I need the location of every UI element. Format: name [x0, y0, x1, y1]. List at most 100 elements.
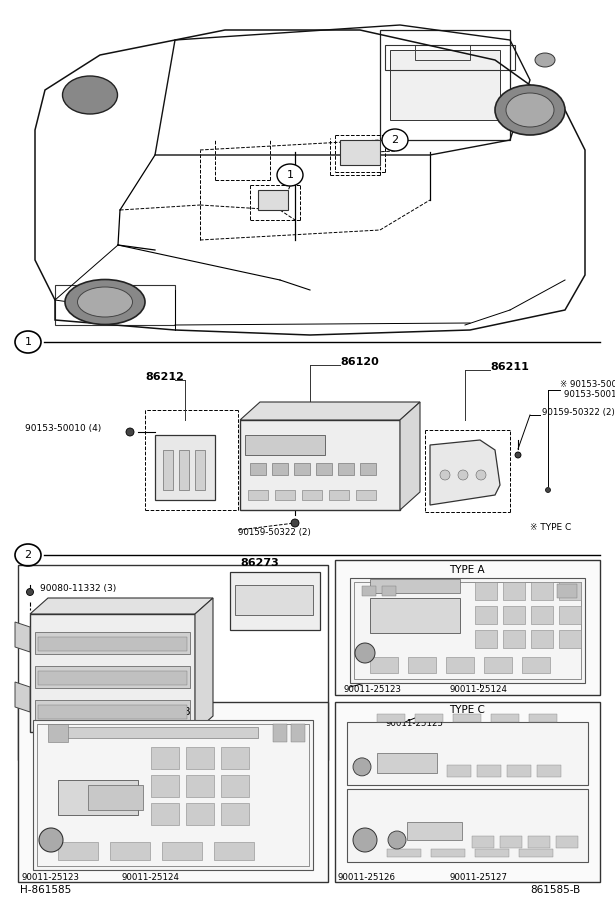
Ellipse shape [63, 76, 117, 114]
Bar [30, 614, 195, 732]
Bar [354, 582, 581, 679]
Text: ※ 90153-50010 (3): ※ 90153-50010 (3) [560, 380, 615, 389]
Bar [370, 598, 460, 633]
Text: 90011-25127: 90011-25127 [450, 872, 508, 881]
Bar [258, 190, 288, 210]
Text: 90153-50010 (4): 90153-50010 (4) [25, 424, 101, 433]
Ellipse shape [277, 164, 303, 186]
Text: 90011-25123: 90011-25123 [21, 872, 79, 881]
Bar [230, 572, 320, 630]
Polygon shape [430, 440, 500, 505]
Bar [179, 450, 189, 490]
Text: TYPE A: TYPE A [449, 565, 485, 575]
Bar [475, 849, 509, 857]
Text: 1: 1 [287, 170, 293, 180]
Bar [37, 724, 309, 866]
Text: 86275A: 86275A [80, 737, 127, 747]
Bar [162, 842, 202, 860]
Text: 86120: 86120 [340, 357, 379, 367]
Ellipse shape [65, 280, 145, 325]
Bar [503, 606, 525, 624]
Bar [338, 463, 354, 475]
Text: 861585-B: 861585-B [530, 885, 580, 895]
Bar [275, 490, 295, 500]
Bar [35, 632, 190, 654]
Text: 90080-11332 (3): 90080-11332 (3) [40, 583, 116, 592]
Bar [302, 490, 322, 500]
Bar [559, 630, 581, 648]
Bar [500, 836, 522, 848]
Bar [186, 803, 214, 825]
Bar [453, 714, 481, 722]
Polygon shape [240, 402, 420, 420]
Ellipse shape [506, 93, 554, 127]
Polygon shape [195, 598, 213, 732]
Bar [347, 789, 588, 862]
Bar [55, 285, 175, 325]
Bar [350, 578, 585, 683]
Bar [537, 765, 561, 777]
Ellipse shape [476, 470, 486, 480]
Bar [347, 722, 588, 785]
Bar [519, 849, 553, 857]
Bar [477, 765, 501, 777]
Polygon shape [15, 682, 30, 712]
Bar [38, 671, 187, 685]
Bar [35, 666, 190, 688]
Bar [335, 560, 600, 695]
Ellipse shape [353, 828, 377, 852]
Text: 90159-50322 (2): 90159-50322 (2) [238, 527, 311, 536]
Ellipse shape [515, 452, 521, 458]
Text: 2: 2 [391, 135, 399, 145]
Bar [377, 753, 437, 773]
Bar [163, 450, 173, 490]
Bar [407, 822, 462, 840]
Bar [195, 450, 205, 490]
Bar [329, 490, 349, 500]
Bar [340, 140, 380, 165]
Polygon shape [400, 402, 420, 510]
Bar [155, 435, 215, 500]
Bar [58, 727, 258, 738]
Bar [507, 765, 531, 777]
Text: 86212: 86212 [145, 372, 184, 382]
Bar [58, 842, 98, 860]
Bar [377, 714, 405, 722]
Bar [214, 842, 254, 860]
Bar [33, 720, 313, 870]
Bar [35, 700, 190, 722]
Polygon shape [30, 598, 213, 614]
Bar [221, 775, 249, 797]
Bar [559, 582, 581, 600]
Text: 1: 1 [25, 337, 31, 347]
Bar [556, 836, 578, 848]
Text: 86273: 86273 [240, 558, 279, 568]
Ellipse shape [535, 53, 555, 67]
Text: 90011-25124: 90011-25124 [121, 872, 179, 881]
Bar [272, 463, 288, 475]
Ellipse shape [126, 428, 134, 436]
Bar [151, 775, 179, 797]
Bar [18, 565, 328, 760]
Bar [447, 765, 471, 777]
Bar [528, 836, 550, 848]
Text: 90011-25124: 90011-25124 [450, 686, 508, 695]
Bar [503, 630, 525, 648]
Bar [360, 463, 376, 475]
Ellipse shape [26, 589, 33, 596]
Bar [531, 630, 553, 648]
Text: 90011-25126: 90011-25126 [338, 872, 396, 881]
Bar [240, 420, 400, 510]
Bar [38, 637, 187, 651]
Bar [531, 606, 553, 624]
Ellipse shape [458, 470, 468, 480]
Bar [415, 714, 443, 722]
Bar [380, 30, 510, 140]
Ellipse shape [291, 519, 299, 527]
Bar [316, 463, 332, 475]
Bar [48, 724, 68, 742]
Bar [245, 435, 325, 455]
Bar [248, 490, 268, 500]
Bar [291, 724, 305, 742]
Bar [58, 780, 138, 815]
